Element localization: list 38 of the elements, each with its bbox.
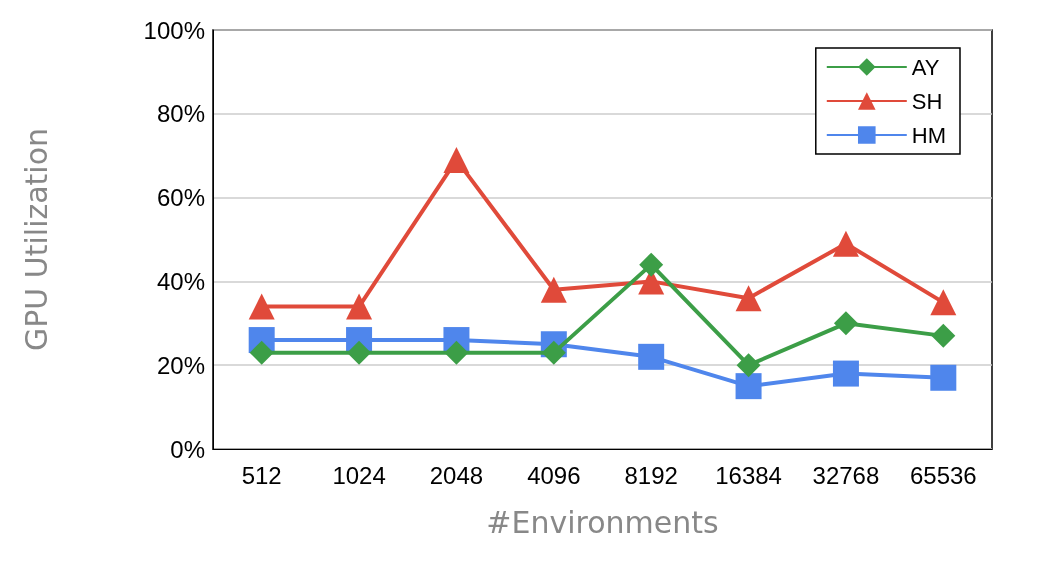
point: [346, 293, 373, 320]
legend-label: SH: [911, 88, 943, 114]
point: [931, 323, 956, 348]
point: [736, 353, 761, 378]
y-tick-label: 80%: [156, 100, 205, 128]
point: [735, 285, 762, 312]
x-tick-label: 8192: [624, 461, 678, 489]
point: [444, 340, 469, 365]
legend-label: HM: [911, 122, 946, 148]
x-tick-label: 4096: [527, 461, 581, 489]
y-tick-label: 100%: [143, 16, 205, 44]
point: [443, 146, 470, 173]
point: [832, 230, 859, 257]
point: [248, 293, 275, 320]
point: [540, 276, 567, 303]
x-tick-label: 32768: [812, 461, 880, 489]
point: [833, 311, 858, 336]
legend-label: AY: [911, 54, 940, 80]
x-tick-label: 512: [241, 461, 282, 489]
x-tick-label: 16384: [715, 461, 782, 489]
x-tick-label: 1024: [332, 461, 386, 489]
point: [639, 252, 664, 277]
y-axis-title: GPU Utilization: [18, 127, 54, 352]
x-tick-label: 2048: [429, 461, 484, 489]
x-axis-title: #Environments: [486, 504, 719, 540]
y-tick-label: 40%: [156, 267, 205, 295]
point: [347, 340, 372, 365]
point: [249, 340, 274, 365]
point: [541, 340, 566, 365]
point: [930, 289, 957, 316]
point: [930, 364, 957, 391]
point: [832, 360, 859, 387]
y-tick-label: 0%: [170, 435, 205, 463]
point: [735, 373, 762, 400]
y-tick-label: 20%: [156, 351, 205, 379]
x-tick-label: 65536: [909, 461, 977, 489]
point: [638, 343, 665, 370]
y-tick-label: 60%: [156, 184, 205, 212]
